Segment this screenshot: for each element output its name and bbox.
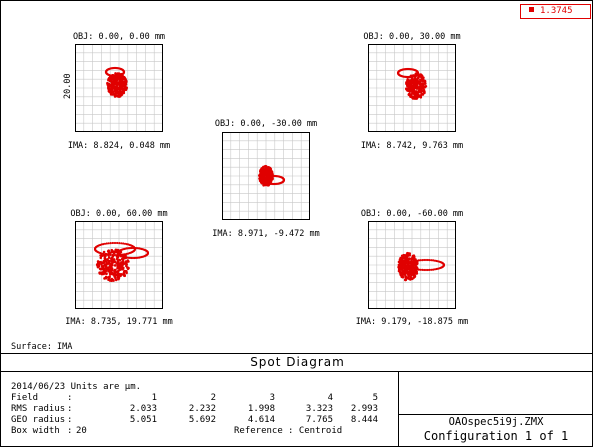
rms-value-3: 1.998 — [247, 404, 275, 414]
date-units-text: 2014/06/23 Units are µm. — [11, 382, 142, 392]
wavelength-value: 1.3745 — [540, 6, 573, 16]
ima-label-field-2: IMA: 8.742, 9.763 mm — [360, 141, 464, 151]
ray-intercepts — [396, 67, 428, 100]
ray-intercepts — [93, 241, 150, 282]
diagram-title: Spot Diagram — [250, 355, 345, 369]
fields-value-2: 2 — [210, 393, 216, 403]
box-scale-label: 20.00 — [63, 73, 73, 99]
reference-label: Reference — [234, 426, 283, 436]
obj-label-field-3: OBJ: 0.00, -30.00 mm — [214, 119, 318, 129]
geo-value-3: 4.614 — [247, 415, 275, 425]
title-top-rule — [1, 353, 593, 354]
obj-label-field-2: OBJ: 0.00, 30.00 mm — [363, 32, 461, 42]
geo-row-label: GEO radius — [11, 415, 66, 425]
rms-value-4: 3.323 — [305, 404, 333, 414]
rms-value-1: 2.033 — [129, 404, 157, 414]
geo-value-4: 7.765 — [305, 415, 333, 425]
spot-plot-field-4 — [75, 221, 163, 309]
ray-intercepts — [397, 251, 446, 282]
wavelength-marker-icon — [529, 7, 534, 12]
geo-row-colon: : — [67, 415, 73, 425]
ray-intercepts — [258, 164, 286, 187]
geo-value-5: 8.444 — [350, 415, 378, 425]
filename-text: OAOspec5i9j.ZMX — [448, 416, 544, 428]
ima-label-field-4: IMA: 8.735, 19.771 mm — [65, 317, 173, 327]
field-row-label: Field — [11, 393, 39, 403]
ima-label-field-5: IMA: 9.179, -18.875 mm — [355, 317, 469, 327]
box-width-label: Box width — [11, 426, 60, 436]
fields-value-1: 1 — [151, 393, 157, 403]
ima-label-field-3: IMA: 8.971, -9.472 mm — [212, 229, 320, 239]
box-width-colon: : — [67, 426, 73, 436]
fields-value-3: 3 — [269, 393, 275, 403]
wavelength-legend: 1.3745 — [520, 4, 591, 19]
rms-value-5: 2.993 — [350, 404, 378, 414]
geo-value-1: 5.051 — [129, 415, 157, 425]
spot-plot-field-2 — [368, 44, 456, 132]
spot-plot-field-3 — [222, 132, 310, 220]
info-divider-vertical — [398, 371, 399, 447]
rms-row-colon: : — [67, 404, 73, 414]
rms-value-2: 2.232 — [188, 404, 216, 414]
obj-label-field-5: OBJ: 0.00, -60.00 mm — [360, 209, 464, 219]
spot-plot-field-5 — [368, 221, 456, 309]
rms-row-label: RMS radius — [11, 404, 66, 414]
title-bottom-rule — [1, 371, 593, 372]
obj-label-field-1: OBJ: 0.00, 0.00 mm — [72, 32, 166, 42]
configuration-text: Configuration 1 of 1 — [423, 429, 569, 443]
ray-intercepts — [104, 66, 128, 98]
ima-label-field-1: IMA: 8.824, 0.048 mm — [67, 141, 171, 151]
obj-label-field-4: OBJ: 0.00, 60.00 mm — [70, 209, 168, 219]
fields-value-4: 4 — [327, 393, 333, 403]
surface-label: Surface: IMA — [11, 342, 73, 352]
geo-value-2: 5.692 — [188, 415, 216, 425]
box-width-value: 20 — [76, 426, 87, 436]
field-row-colon: : — [67, 393, 73, 403]
info-divider-horizontal — [398, 414, 593, 415]
reference-value: : Centroid — [288, 426, 343, 436]
spot-plot-field-1 — [75, 44, 163, 132]
fields-value-5: 5 — [372, 393, 378, 403]
